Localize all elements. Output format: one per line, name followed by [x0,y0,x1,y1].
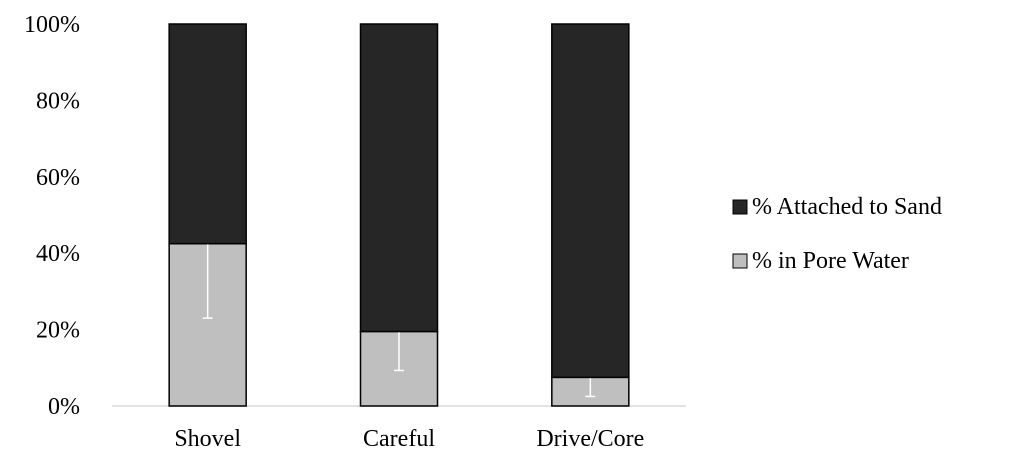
y-axis-tick-labels: 0% 20% 40% 60% 80% 100% [24,12,80,420]
legend-swatch [732,199,748,215]
y-tick-label: 100% [24,12,80,38]
y-tick-label: 20% [36,318,80,344]
y-tick-label: 0% [48,394,80,420]
bar-segment [551,23,630,379]
x-tick-label: Careful [363,426,435,452]
legend-swatch [732,253,748,269]
y-tick-label: 40% [36,241,80,267]
y-tick-label: 60% [36,165,80,191]
legend-label: % Attached to Sand [752,194,942,220]
bars-group [168,23,630,407]
x-tick-label: Shovel [174,426,241,452]
bar-segment [359,23,439,333]
bar-segment [168,23,247,245]
x-axis-tick-labels: Shovel Careful Drive/Core [174,426,644,452]
legend: % Attached to Sand % in Pore Water [732,194,942,274]
x-tick-label: Drive/Core [536,426,644,452]
y-tick-label: 80% [36,88,80,114]
legend-label: % in Pore Water [752,248,909,274]
